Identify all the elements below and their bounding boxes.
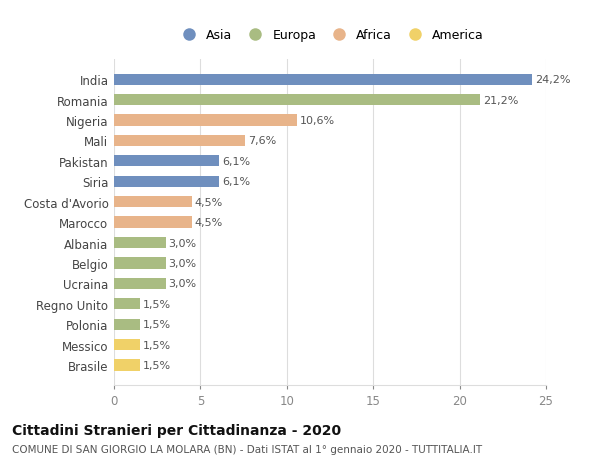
Bar xyxy=(114,258,166,269)
Text: 6,1%: 6,1% xyxy=(222,177,250,187)
Text: 21,2%: 21,2% xyxy=(483,95,518,106)
Bar xyxy=(114,156,220,167)
Text: 3,0%: 3,0% xyxy=(169,238,197,248)
Text: COMUNE DI SAN GIORGIO LA MOLARA (BN) - Dati ISTAT al 1° gennaio 2020 - TUTTITALI: COMUNE DI SAN GIORGIO LA MOLARA (BN) - D… xyxy=(12,444,482,454)
Legend: Asia, Europa, Africa, America: Asia, Europa, Africa, America xyxy=(173,27,487,45)
Text: 3,0%: 3,0% xyxy=(169,279,197,289)
Bar xyxy=(114,196,192,208)
Bar xyxy=(114,115,297,126)
Bar xyxy=(114,95,481,106)
Bar xyxy=(114,135,245,147)
Text: 1,5%: 1,5% xyxy=(143,340,170,350)
Text: 4,5%: 4,5% xyxy=(194,218,223,228)
Text: 1,5%: 1,5% xyxy=(143,360,170,370)
Text: 7,6%: 7,6% xyxy=(248,136,276,146)
Bar xyxy=(114,237,166,249)
Bar xyxy=(114,298,140,310)
Bar xyxy=(114,278,166,289)
Text: 1,5%: 1,5% xyxy=(143,299,170,309)
Text: 10,6%: 10,6% xyxy=(300,116,335,126)
Text: 4,5%: 4,5% xyxy=(194,197,223,207)
Text: 1,5%: 1,5% xyxy=(143,319,170,330)
Bar xyxy=(114,359,140,371)
Text: 3,0%: 3,0% xyxy=(169,258,197,269)
Text: 6,1%: 6,1% xyxy=(222,157,250,167)
Bar xyxy=(114,74,532,86)
Text: Cittadini Stranieri per Cittadinanza - 2020: Cittadini Stranieri per Cittadinanza - 2… xyxy=(12,423,341,437)
Text: 24,2%: 24,2% xyxy=(535,75,570,85)
Bar xyxy=(114,339,140,350)
Bar xyxy=(114,217,192,228)
Bar xyxy=(114,176,220,187)
Bar xyxy=(114,319,140,330)
